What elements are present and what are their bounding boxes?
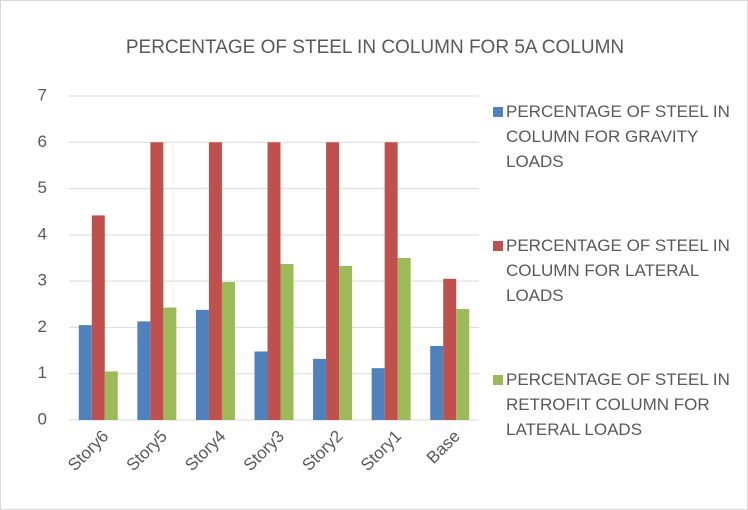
legend-swatch xyxy=(493,375,503,385)
x-tick-label: Story1 xyxy=(357,427,405,475)
bar xyxy=(104,371,118,420)
bar xyxy=(443,278,457,420)
bar xyxy=(208,142,222,421)
bar xyxy=(137,321,151,420)
legend-item: PERCENTAGE OF STEEL IN COLUMN FOR LATERA… xyxy=(491,233,741,367)
legend-swatch xyxy=(493,241,503,251)
y-tick-label: 0 xyxy=(38,409,47,428)
bar xyxy=(163,307,177,420)
bar xyxy=(78,325,92,420)
bar xyxy=(339,265,353,420)
legend-label: PERCENTAGE OF STEEL IN COLUMN FOR LATERA… xyxy=(506,236,730,305)
legend-item: PERCENTAGE OF STEEL IN COLUMN FOR GRAVIT… xyxy=(491,99,741,233)
x-tick-label: Story4 xyxy=(181,427,229,475)
y-tick-label: 7 xyxy=(38,85,47,104)
legend-label: PERCENTAGE OF STEEL IN COLUMN FOR GRAVIT… xyxy=(506,102,730,171)
legend: PERCENTAGE OF STEEL IN COLUMN FOR GRAVIT… xyxy=(491,99,741,501)
legend-swatch xyxy=(493,107,503,117)
bar xyxy=(280,264,294,420)
bar xyxy=(195,309,209,420)
bar xyxy=(267,142,281,421)
bar xyxy=(313,358,327,420)
bar xyxy=(221,282,235,420)
x-tick-label: Story5 xyxy=(123,427,171,475)
x-tick-label: Story3 xyxy=(240,427,288,475)
bar xyxy=(91,215,105,420)
x-tick-label: Story2 xyxy=(298,427,346,475)
y-tick-label: 5 xyxy=(38,178,47,197)
bar xyxy=(254,351,268,420)
y-tick-label: 6 xyxy=(38,132,47,151)
x-tick-label: Story6 xyxy=(64,427,112,475)
bar xyxy=(456,308,470,420)
bar xyxy=(371,368,385,420)
bar xyxy=(150,142,164,421)
bar xyxy=(397,258,411,420)
chart-title: PERCENTAGE OF STEEL IN COLUMN FOR 5A COL… xyxy=(126,37,624,58)
y-tick-label: 3 xyxy=(38,271,47,290)
legend-item: PERCENTAGE OF STEEL IN RETROFIT COLUMN F… xyxy=(491,367,741,501)
y-tick-label: 4 xyxy=(38,224,47,243)
x-tick-label: Base xyxy=(423,427,464,468)
legend-label: PERCENTAGE OF STEEL IN RETROFIT COLUMN F… xyxy=(506,370,730,439)
y-tick-label: 1 xyxy=(38,363,47,382)
bar xyxy=(326,142,340,421)
y-tick-label: 2 xyxy=(38,317,47,336)
bar xyxy=(384,142,398,421)
bar xyxy=(430,345,444,420)
